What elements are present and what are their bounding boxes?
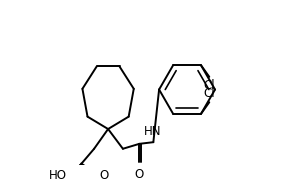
Text: Cl: Cl	[204, 79, 215, 92]
Text: Cl: Cl	[204, 87, 215, 100]
Text: O: O	[99, 169, 108, 181]
Text: HN: HN	[144, 125, 161, 138]
Text: O: O	[135, 168, 144, 181]
Text: HO: HO	[49, 169, 67, 181]
